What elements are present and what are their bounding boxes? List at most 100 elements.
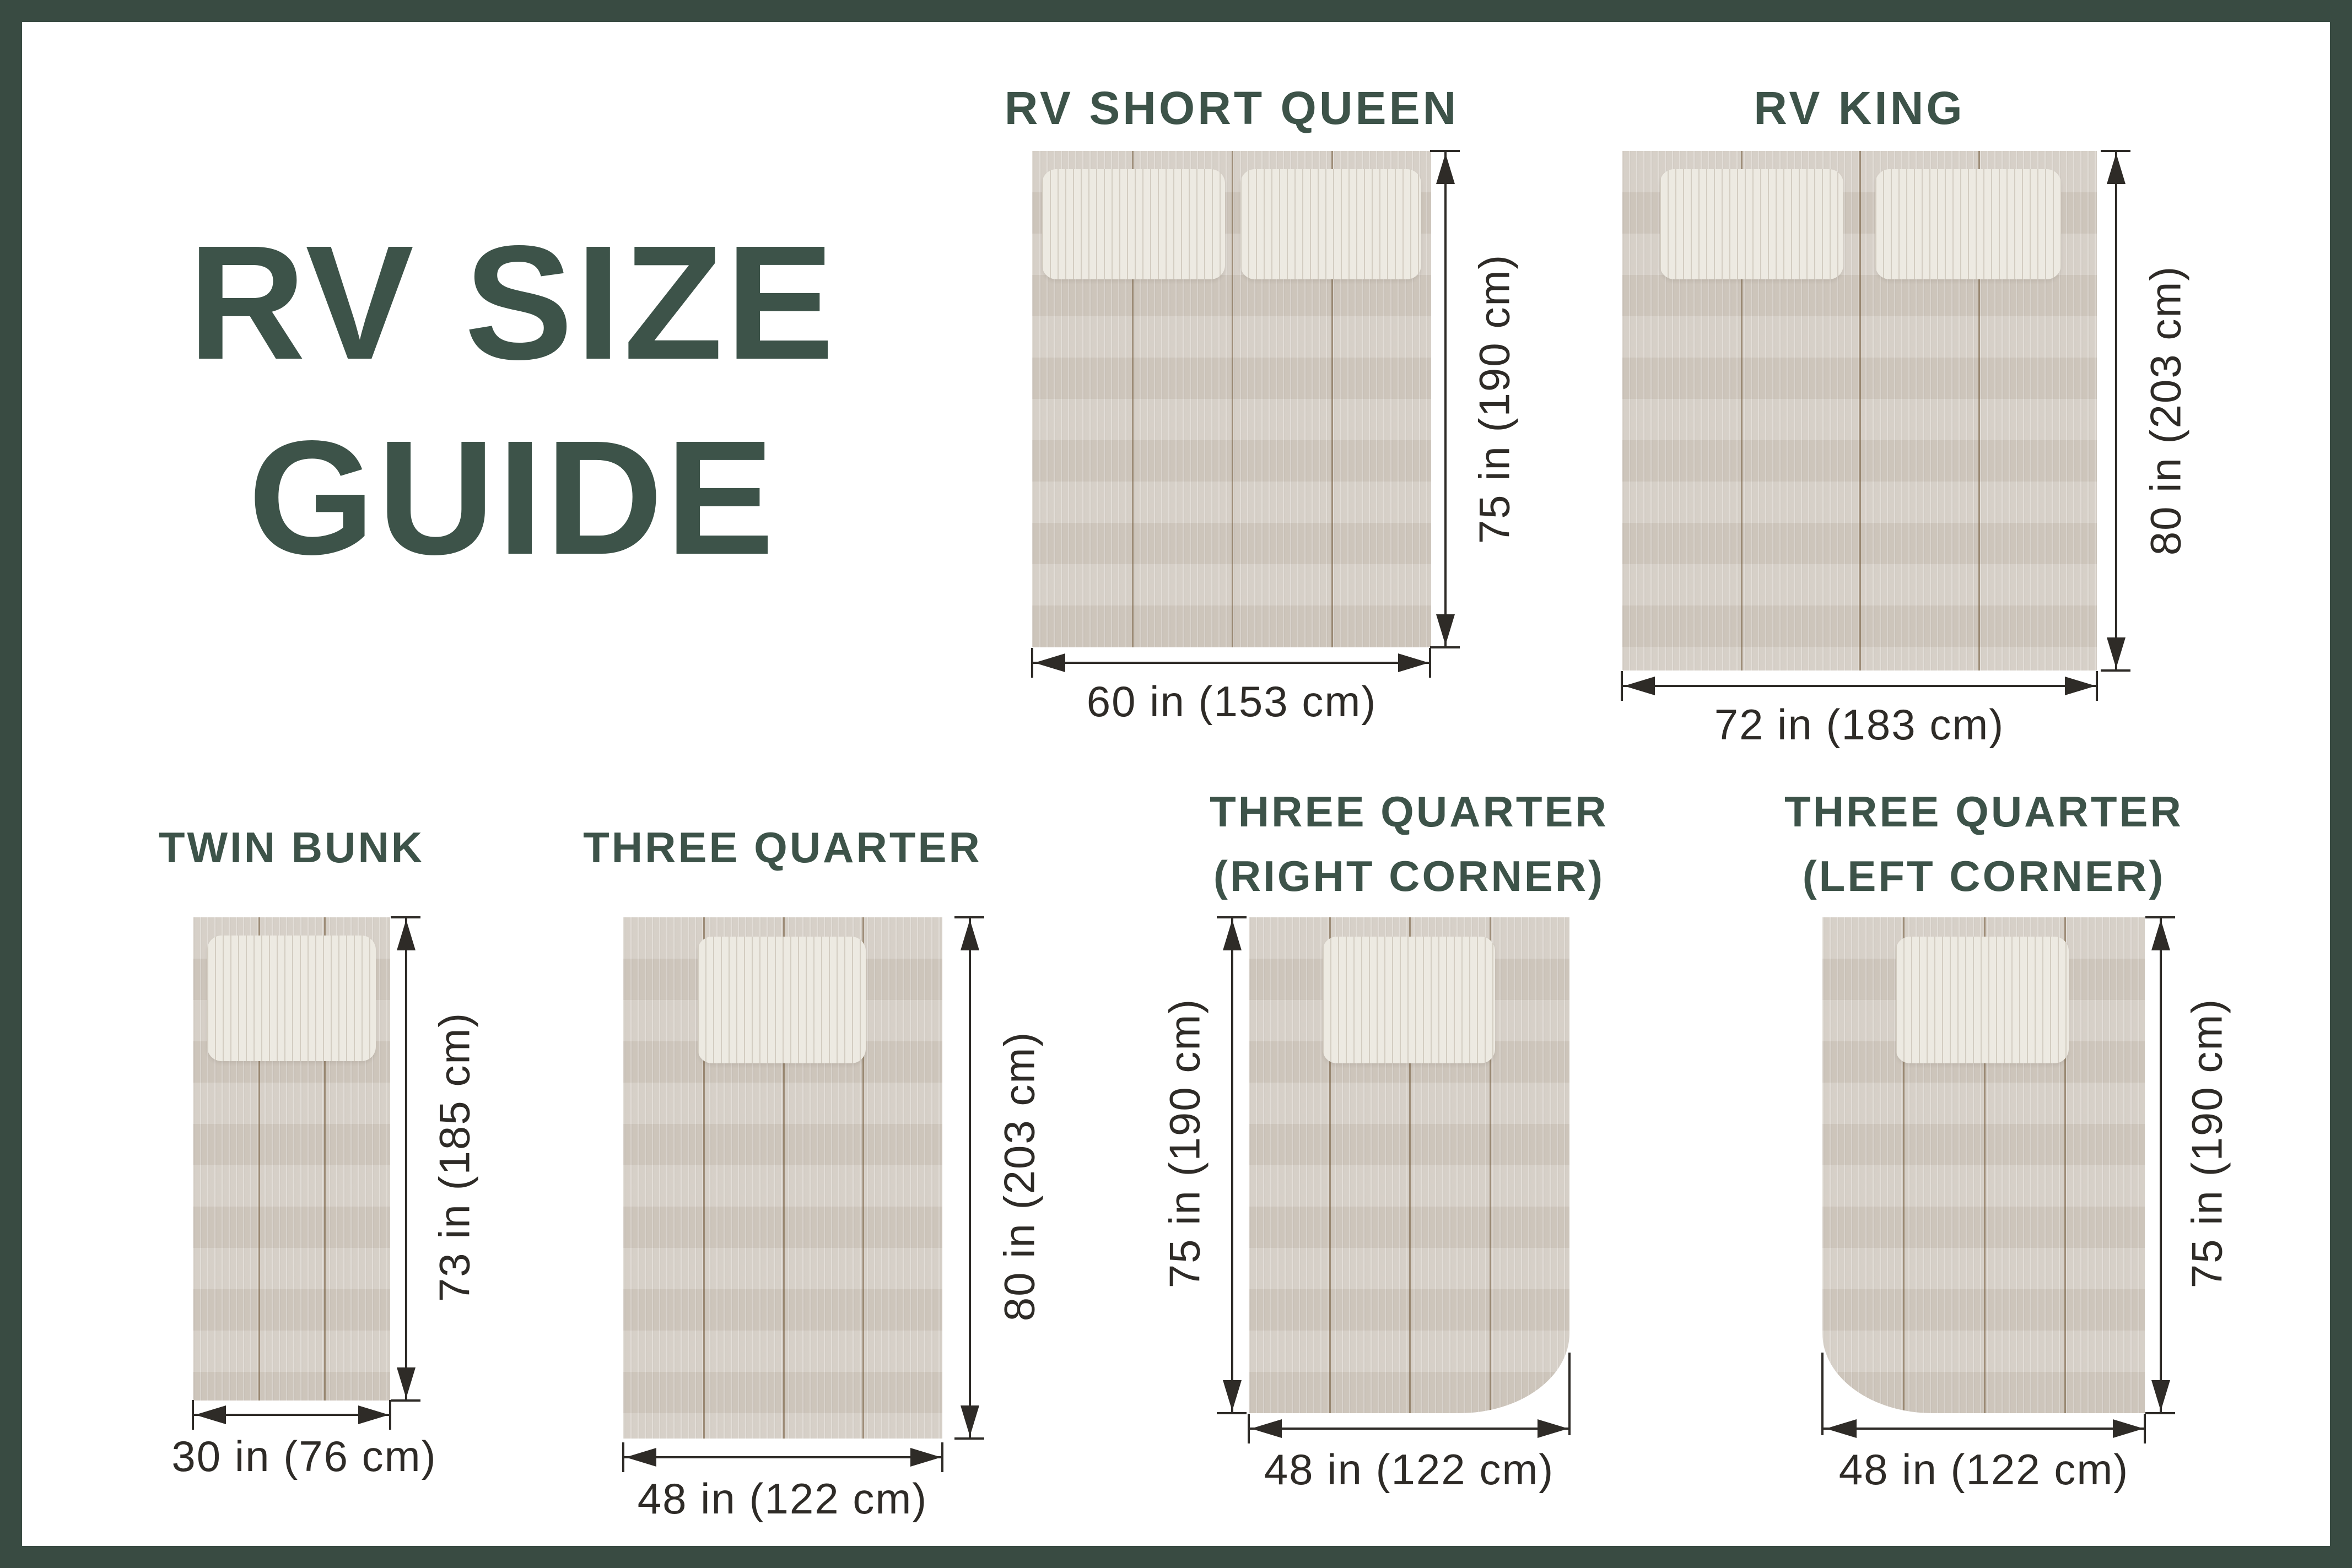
arrowhead-down-icon (2107, 637, 2126, 668)
bed-twin-bunk (193, 917, 390, 1401)
width-dimension-label: 60 in (153 cm) (1086, 677, 1377, 726)
header-three-quarter: THREE QUARTER (583, 823, 982, 872)
length-dimension-line (405, 917, 407, 1401)
arrowhead-down-icon (961, 1405, 979, 1436)
dimension-tick (2101, 669, 2130, 672)
arrowhead-left-icon (625, 1448, 656, 1467)
width-dimension-label: 72 in (183 cm) (1714, 700, 2005, 749)
mattress-seam (1489, 917, 1491, 1413)
mattress-seam (1903, 917, 1905, 1413)
length-dimension-line (2115, 151, 2117, 671)
length-dimension-line (1231, 917, 1233, 1413)
dimension-tick (2145, 1412, 2175, 1414)
arrowhead-up-icon (2151, 920, 2170, 950)
width-dimension-line (1622, 685, 2097, 687)
extension-line (1568, 1353, 1571, 1435)
mattress-seam (1329, 917, 1331, 1413)
extension-line (1821, 1353, 1824, 1435)
mattress-seam (1740, 151, 1743, 671)
length-dimension-label: 75 in (190 cm) (1470, 253, 1519, 544)
pillow (207, 936, 376, 1061)
arrowhead-right-icon (910, 1448, 941, 1467)
mattress-seam (258, 917, 261, 1401)
mattress-seam (703, 917, 705, 1439)
width-dimension-line (1249, 1428, 1569, 1430)
length-dimension-label: 75 in (190 cm) (1160, 998, 1209, 1289)
page-title-line1: RV SIZE (188, 212, 837, 393)
pillow-left (1042, 169, 1225, 279)
mattress-seam (1978, 151, 1980, 671)
header-twin-bunk: TWIN BUNK (158, 823, 425, 872)
mattress-seam (862, 917, 865, 1439)
header-three-quarter-right-line1: THREE QUARTER (1210, 787, 1609, 836)
dimension-tick (954, 1437, 984, 1440)
length-dimension-label: 80 in (203 cm) (995, 1031, 1044, 1322)
arrowhead-left-icon (1624, 677, 1655, 695)
arrowhead-left-icon (1251, 1419, 1282, 1438)
bed-three-quarter-left-corner (1822, 917, 2145, 1413)
header-rv-short-queen: RV SHORT QUEEN (1004, 82, 1459, 134)
mattress-seam (1232, 151, 1233, 647)
dimension-tick (1031, 648, 1033, 678)
dimension-tick (2144, 1414, 2146, 1443)
arrowhead-up-icon (397, 920, 416, 950)
arrowhead-left-icon (1034, 653, 1065, 672)
width-dimension-label: 48 in (122 cm) (1264, 1445, 1555, 1494)
dimension-tick (2145, 916, 2175, 918)
dimension-tick (941, 1442, 943, 1472)
arrowhead-right-icon (1398, 653, 1429, 672)
arrowhead-right-icon (358, 1405, 389, 1424)
arrowhead-right-icon (2065, 677, 2096, 695)
arrowhead-up-icon (961, 920, 979, 950)
pillow (698, 937, 866, 1063)
width-dimension-label: 30 in (76 cm) (171, 1432, 437, 1480)
arrowhead-left-icon (1826, 1419, 1857, 1438)
bed-three-quarter (623, 917, 942, 1439)
length-dimension-label: 75 in (190 cm) (2182, 998, 2231, 1289)
dimension-tick (1217, 1412, 1247, 1414)
arrowhead-up-icon (1223, 920, 1242, 950)
dimension-tick (1248, 1414, 1250, 1443)
arrowhead-up-icon (1436, 153, 1455, 184)
length-dimension-line (969, 917, 971, 1439)
arrowhead-left-icon (195, 1405, 226, 1424)
width-dimension-label: 48 in (122 cm) (1838, 1445, 2129, 1494)
bed-rv-king (1622, 151, 2097, 671)
mattress-seam (1983, 917, 1986, 1413)
dimension-tick (1430, 150, 1460, 152)
dimension-tick (622, 1442, 624, 1472)
dimension-tick (391, 1399, 420, 1402)
dimension-tick (954, 916, 984, 918)
dimension-tick (2096, 671, 2098, 701)
page-title-line2: GUIDE (248, 407, 777, 588)
dimension-tick (1621, 671, 1623, 701)
pillow (1896, 937, 2069, 1063)
arrowhead-up-icon (2107, 153, 2126, 184)
arrowhead-down-icon (1223, 1380, 1242, 1411)
arrowhead-right-icon (2113, 1419, 2144, 1438)
bed-rv-short-queen (1032, 151, 1431, 647)
mattress-seam (1132, 151, 1134, 647)
width-dimension-line (623, 1456, 942, 1458)
dimension-tick (1217, 916, 1247, 918)
length-dimension-label: 80 in (203 cm) (2141, 265, 2190, 556)
dimension-tick (2101, 150, 2130, 152)
dimension-tick (192, 1400, 194, 1430)
dimension-tick (389, 1400, 391, 1430)
header-rv-king: RV KING (1754, 82, 1965, 134)
mattress-seam (2064, 917, 2066, 1413)
width-dimension-line (1822, 1428, 2145, 1430)
arrowhead-down-icon (1436, 614, 1455, 645)
width-dimension-line (193, 1414, 390, 1416)
length-dimension-line (1444, 151, 1447, 647)
pillow-right (1240, 169, 1421, 279)
arrowhead-down-icon (397, 1367, 416, 1398)
dimension-tick (391, 916, 420, 918)
dimension-tick (1430, 646, 1460, 648)
width-dimension-line (1032, 662, 1431, 664)
bed-three-quarter-right-corner (1249, 917, 1569, 1413)
width-dimension-label: 48 in (122 cm) (637, 1474, 928, 1523)
header-three-quarter-right-line2: (RIGHT CORNER) (1213, 852, 1605, 900)
